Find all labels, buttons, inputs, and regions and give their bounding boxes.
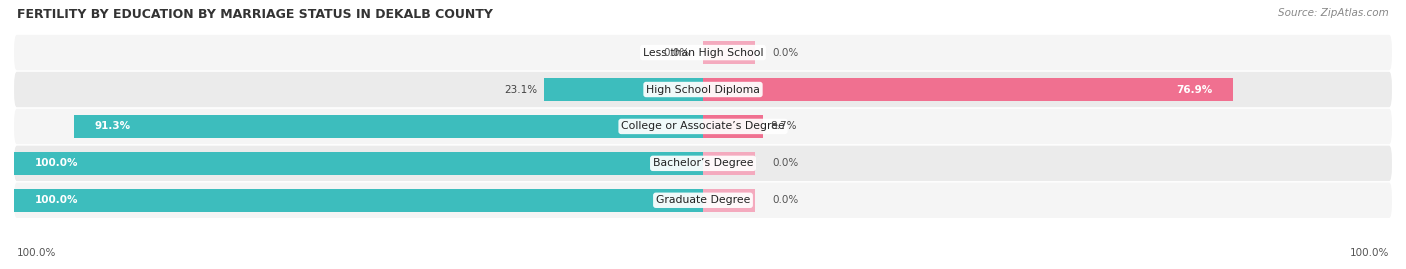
Bar (703, 189, 755, 212)
Text: 91.3%: 91.3% (94, 121, 131, 132)
Text: 100.0%: 100.0% (35, 195, 79, 205)
Bar (703, 41, 755, 64)
Text: 100.0%: 100.0% (1350, 248, 1389, 258)
Text: High School Diploma: High School Diploma (647, 84, 759, 94)
Text: 100.0%: 100.0% (17, 248, 56, 258)
Text: FERTILITY BY EDUCATION BY MARRIAGE STATUS IN DEKALB COUNTY: FERTILITY BY EDUCATION BY MARRIAGE STATU… (17, 8, 492, 21)
Text: 0.0%: 0.0% (772, 158, 799, 168)
FancyBboxPatch shape (14, 109, 1392, 144)
Text: 0.0%: 0.0% (772, 195, 799, 205)
Text: 23.1%: 23.1% (503, 84, 537, 94)
Bar (703, 78, 1233, 101)
Text: Source: ZipAtlas.com: Source: ZipAtlas.com (1278, 8, 1389, 18)
Text: Bachelor’s Degree: Bachelor’s Degree (652, 158, 754, 168)
Bar (703, 115, 763, 138)
Text: 100.0%: 100.0% (35, 158, 79, 168)
FancyBboxPatch shape (14, 72, 1392, 107)
Text: 8.7%: 8.7% (770, 121, 796, 132)
Text: Less than High School: Less than High School (643, 48, 763, 58)
Bar (544, 78, 703, 101)
Text: Graduate Degree: Graduate Degree (655, 195, 751, 205)
Bar (75, 115, 703, 138)
FancyBboxPatch shape (14, 183, 1392, 218)
FancyBboxPatch shape (14, 146, 1392, 181)
FancyBboxPatch shape (14, 35, 1392, 70)
Text: 76.9%: 76.9% (1175, 84, 1212, 94)
Text: 0.0%: 0.0% (772, 48, 799, 58)
Text: 0.0%: 0.0% (664, 48, 689, 58)
Bar (14, 189, 703, 212)
Bar (14, 152, 703, 175)
Text: College or Associate’s Degree: College or Associate’s Degree (621, 121, 785, 132)
Bar (703, 152, 755, 175)
